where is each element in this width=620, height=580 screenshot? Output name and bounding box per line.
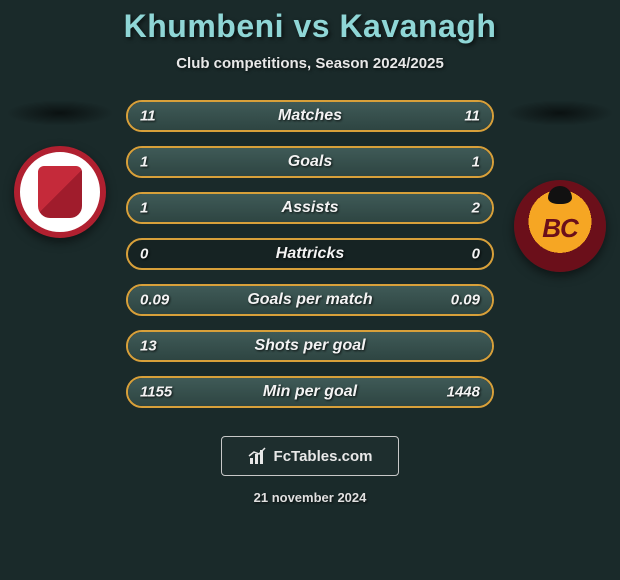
stat-value-left: 1155 (140, 384, 172, 401)
stat-row: 1155 Min per goal 1448 (126, 376, 494, 408)
stat-value-left: 0 (140, 246, 148, 263)
page-title: Khumbeni vs Kavanagh (0, 8, 620, 45)
brand-badge[interactable]: FcTables.com (221, 436, 399, 476)
stat-value-right: 2 (472, 200, 480, 217)
stat-value-right: 1 (472, 154, 480, 171)
stat-row: 13 Shots per goal (126, 330, 494, 362)
brand-text: FcTables.com (274, 448, 373, 465)
stat-label: Assists (282, 199, 339, 217)
stat-label: Shots per goal (254, 337, 365, 355)
date-text: 21 november 2024 (0, 490, 620, 505)
stat-row: 0 Hattricks 0 (126, 238, 494, 270)
stats-column: 11Matches111Goals11Assists20Hattricks00.… (126, 100, 494, 408)
stat-row: 0.09 Goals per match 0.09 (126, 284, 494, 316)
stat-row: 1 Assists 2 (126, 192, 494, 224)
stat-value-left: 0.09 (140, 292, 169, 309)
stat-value-left: 13 (140, 338, 157, 355)
stat-value-right: 0 (472, 246, 480, 263)
right-player-column (506, 100, 614, 272)
page-subtitle: Club competitions, Season 2024/2025 (0, 55, 620, 72)
stat-value-right: 0.09 (451, 292, 480, 309)
stat-value-left: 1 (140, 200, 148, 217)
main-layout: 11Matches111Goals11Assists20Hattricks00.… (0, 100, 620, 408)
stat-label: Hattricks (276, 245, 344, 263)
left-player-column (6, 100, 114, 238)
player-shadow (6, 100, 114, 126)
stat-value-right: 11 (464, 108, 480, 125)
stat-label: Goals per match (247, 291, 372, 309)
stat-row: 1 Goals 1 (126, 146, 494, 178)
stat-row: 11 Matches 11 (126, 100, 494, 132)
stat-value-left: 1 (140, 154, 148, 171)
stat-value-left: 11 (140, 108, 156, 125)
right-club-crest (514, 180, 606, 272)
left-club-crest (14, 146, 106, 238)
comparison-card: Khumbeni vs Kavanagh Club competitions, … (0, 0, 620, 580)
stat-bar-right (310, 148, 492, 176)
chart-icon (248, 446, 268, 466)
stat-value-right: 1448 (447, 384, 480, 401)
stat-label: Min per goal (263, 383, 357, 401)
stat-label: Goals (288, 153, 332, 171)
stat-bar-left (128, 148, 310, 176)
player-shadow (506, 100, 614, 126)
stat-label: Matches (278, 107, 342, 125)
